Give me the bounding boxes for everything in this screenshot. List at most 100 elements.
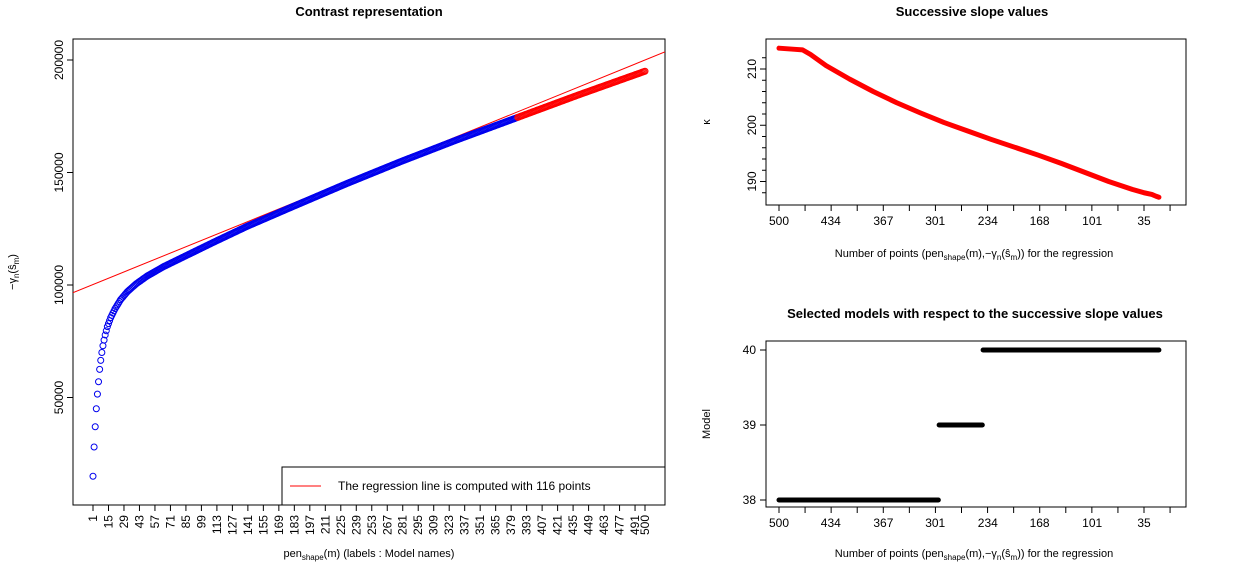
y-tick-label: 190 <box>745 171 759 191</box>
y-tick-label: 200 <box>745 115 759 135</box>
x-tick-label: 365 <box>489 515 503 535</box>
x-tick-label: 197 <box>303 515 317 535</box>
x-tick-label: 43 <box>132 515 146 529</box>
regression-point <box>641 67 649 75</box>
x-tick-label: 234 <box>978 516 998 530</box>
data-point <box>92 405 100 413</box>
y-tick-label: 210 <box>745 59 759 79</box>
x-tick-label: 367 <box>873 214 893 228</box>
x-tick-label: 57 <box>148 515 162 529</box>
legend-text: The regression line is computed with 116… <box>338 479 591 493</box>
x-tick-label: 169 <box>272 515 286 535</box>
x-tick-label: 281 <box>396 515 410 535</box>
slope-x-label: Number of points (penshape(m),−γn(ŝm)) f… <box>835 248 1113 262</box>
x-tick-label: 183 <box>287 515 301 535</box>
models-x-label: Number of points (penshape(m),−γn(ŝm)) f… <box>835 548 1113 562</box>
y-tick-label: 150000 <box>52 152 66 192</box>
x-tick-label: 211 <box>318 515 332 534</box>
x-tick-label: 85 <box>179 515 193 529</box>
slope-y-axis: 190 200 210 <box>745 57 767 194</box>
data-point <box>89 472 97 480</box>
data-point <box>96 365 104 373</box>
x-tick-label: 168 <box>1030 516 1050 530</box>
contrast-plot-frame <box>72 38 666 506</box>
data-point <box>111 305 119 313</box>
x-tick-label: 35 <box>1137 516 1151 530</box>
x-tick-label: 301 <box>925 214 945 228</box>
slope-plot-frame <box>765 38 1187 206</box>
contrast-y-label: −γn(ŝm) <box>7 254 21 290</box>
x-tick-label: 101 <box>1082 214 1102 228</box>
x-tick-label: 301 <box>925 516 945 530</box>
y-tick-label: 39 <box>743 418 757 432</box>
slope-x-axis: 500 434 367 301 234 168 101 35 <box>769 204 1171 228</box>
slope-panel: Successive slope values 190 200 210 500 434… <box>701 4 1187 262</box>
x-tick-label: 463 <box>597 515 611 535</box>
x-tick-label: 71 <box>163 515 177 529</box>
contrast-points <box>89 67 649 480</box>
y-tick-label: 100000 <box>52 265 66 305</box>
x-tick-label: 1 <box>86 515 100 522</box>
x-tick-label: 155 <box>256 515 270 535</box>
data-point <box>113 301 121 309</box>
slope-line <box>776 45 1162 200</box>
models-x-axis: 500 434 367 301 234 168 101 35 <box>769 506 1171 530</box>
data-point <box>104 320 112 328</box>
x-tick-label: 421 <box>551 515 565 535</box>
data-point <box>114 299 122 307</box>
x-tick-label: 491 <box>628 515 642 535</box>
x-tick-label: 407 <box>535 515 549 535</box>
x-tick-label: 500 <box>769 214 789 228</box>
models-title: Selected models with respect to the succ… <box>787 306 1163 321</box>
models-panel: Selected models with respect to the succ… <box>701 306 1187 562</box>
contrast-y-axis: 50000 100000 150000 200000 <box>52 40 74 414</box>
x-tick-label: 15 <box>101 515 115 529</box>
x-tick-label: 434 <box>821 214 841 228</box>
x-tick-label: 323 <box>442 515 456 535</box>
x-tick-label: 309 <box>427 515 441 535</box>
y-tick-label: 38 <box>743 493 757 507</box>
data-point <box>95 378 103 386</box>
contrast-legend-box <box>281 466 666 506</box>
x-tick-label: 141 <box>241 515 255 535</box>
y-tick-label: 50000 <box>52 380 66 414</box>
x-tick-label: 225 <box>334 515 348 535</box>
data-point <box>91 423 99 431</box>
contrast-panel: Contrast representation 5000010000015000… <box>7 4 666 562</box>
data-point <box>100 336 108 344</box>
x-tick-label: 477 <box>613 515 627 535</box>
data-point <box>97 356 105 364</box>
x-tick-label: 29 <box>117 515 131 529</box>
data-point <box>112 303 120 311</box>
data-point <box>102 327 110 335</box>
x-tick-label: 500 <box>638 515 652 535</box>
data-point <box>98 349 106 356</box>
contrast-x-label: penshape(m) (labels : Model names) <box>284 548 455 562</box>
x-tick-label: 267 <box>380 515 394 535</box>
x-tick-label: 435 <box>566 515 580 535</box>
x-tick-label: 379 <box>504 515 518 535</box>
x-tick-label: 337 <box>458 515 472 535</box>
models-y-axis: 38 39 40 <box>743 343 767 507</box>
x-tick-label: 295 <box>411 515 425 535</box>
x-tick-label: 393 <box>520 515 534 535</box>
slope-title: Successive slope values <box>896 4 1048 19</box>
data-point <box>93 390 101 398</box>
slope-y-label: κ <box>701 119 713 125</box>
contrast-x-axis: 1 15 29 43 57 71 85 99 113 127 141 155 169 183 197 211 2… <box>86 504 652 535</box>
slope-series <box>776 45 1162 200</box>
x-tick-label: 500 <box>769 516 789 530</box>
x-tick-label: 449 <box>582 515 596 535</box>
x-tick-label: 351 <box>473 515 487 535</box>
data-point <box>90 443 98 451</box>
x-tick-label: 101 <box>1082 516 1102 530</box>
y-tick-label: 200000 <box>52 40 66 80</box>
data-point <box>103 323 111 331</box>
data-point <box>101 331 109 339</box>
models-segments <box>776 347 1162 503</box>
x-tick-label: 99 <box>194 515 208 529</box>
x-tick-label: 434 <box>821 516 841 530</box>
y-tick-label: 40 <box>743 343 757 357</box>
data-point <box>99 342 107 350</box>
